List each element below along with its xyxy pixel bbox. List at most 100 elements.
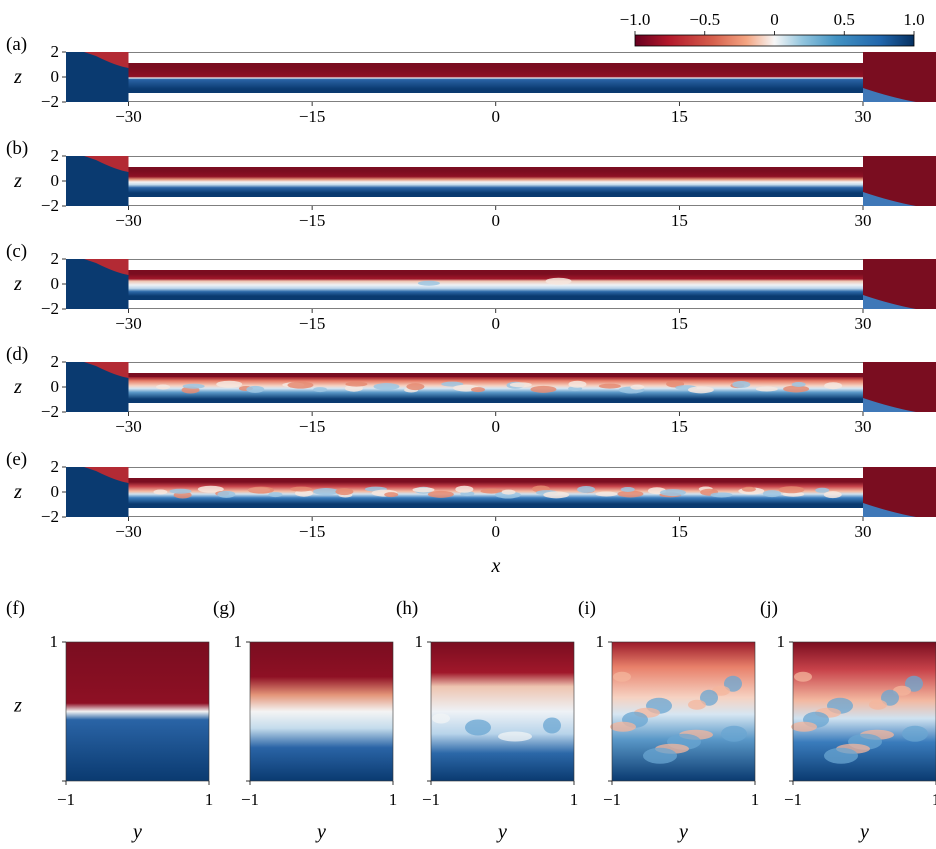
lower-wall	[128, 300, 863, 309]
channel-bottom-band	[128, 193, 863, 197]
mixing-swirl	[610, 721, 636, 732]
y-tick-label: 1	[389, 790, 398, 809]
z-tick-label: 1	[50, 632, 59, 651]
turbulence-streak	[480, 488, 503, 494]
x-tick-label: 0	[492, 211, 501, 230]
x-tick-label: 15	[671, 417, 688, 436]
turbulence-streak	[783, 385, 810, 393]
cross-panel-h: (h) 1 −1 1 y	[396, 598, 578, 843]
mixing-swirl	[905, 675, 923, 692]
z-tick-label: −2	[41, 402, 59, 421]
mixing-swirl	[791, 721, 817, 732]
turbulence-streak	[630, 384, 645, 390]
turbulence-streak	[710, 492, 733, 498]
lower-wall	[128, 403, 863, 412]
turbulence-streak	[509, 382, 532, 388]
turbulence-streak	[791, 381, 806, 387]
mixing-swirl	[712, 685, 730, 696]
x-tick-label: −15	[299, 417, 326, 436]
channel-field	[128, 67, 863, 89]
channel-panel-a: (a) 2 0 −2 z −30 −15 0 15 30	[6, 34, 936, 126]
turbulence-streak	[732, 381, 751, 389]
cross-panel-g: (g) 1 −1 1 y	[213, 598, 397, 843]
turbulence-streak	[543, 491, 570, 499]
x-tick-label: −30	[115, 107, 142, 126]
y-tick-label: −1	[57, 790, 75, 809]
channel-field	[128, 274, 863, 296]
x-tick-label: 15	[671, 522, 688, 541]
turbulence-streak	[577, 486, 596, 494]
turbulence-streak	[659, 489, 686, 497]
z-tick-label: 2	[51, 42, 60, 61]
turbulence-streak	[598, 383, 621, 389]
channel-top-band	[128, 167, 863, 171]
channel-panel-b: (b) 2 0 −2 z −30 −15 0 15 30	[6, 138, 936, 230]
y-tick-label: 1	[751, 790, 760, 809]
colorbar-gradient	[634, 34, 915, 47]
turbulence-streak	[427, 490, 454, 498]
colorbar-tick-label: −1.0	[620, 10, 651, 29]
z-tick-label: 2	[51, 457, 60, 476]
x-tick-label: −30	[115, 211, 142, 230]
mixing-swirl	[881, 689, 899, 706]
channel-top-band	[128, 373, 863, 377]
left-reservoir-wedge	[84, 362, 129, 378]
right-reservoir-wedge	[863, 88, 916, 102]
y-tick-label: −1	[241, 790, 259, 809]
turbulence-streak	[246, 385, 265, 393]
z-axis-label: z	[13, 170, 22, 192]
y-axis-label: y	[496, 821, 507, 843]
x-tick-label: −15	[299, 522, 326, 541]
turbulence-streak	[268, 492, 283, 498]
cross-field	[66, 642, 209, 781]
y-tick-label: −1	[422, 790, 440, 809]
turbulence-streak	[687, 386, 714, 394]
x-tick-label: 0	[492, 314, 501, 333]
turbulence-streak	[617, 490, 644, 498]
cross-frame	[249, 641, 394, 782]
turbulence-streak	[595, 491, 618, 497]
upper-wall	[128, 52, 863, 63]
x-axis-label: x	[491, 555, 501, 577]
x-tick-label: −15	[299, 211, 326, 230]
colorbar: −1.0 −0.5 0 0.5 1.0	[620, 10, 925, 47]
turbulence-streak	[741, 486, 756, 492]
colorbar-tick-label: 1.0	[903, 10, 924, 29]
z-tick-label: 1	[596, 632, 605, 651]
panel-label: (i)	[578, 598, 596, 619]
channel-panels: (a) 20−2z−30 −15 0 15 30(b) 20−2z−30 −15 0 15 30(c…	[6, 34, 936, 541]
left-reservoir-wedge	[84, 467, 129, 483]
panel-label: (a)	[6, 34, 27, 55]
y-axis-label: y	[131, 821, 142, 843]
mixing-swirl	[794, 671, 812, 682]
cross-panel-f: (f) 1 −1 1 y z	[6, 598, 213, 843]
channel-panel-e: (e) 2 0 −2 z −30 −15 0 15 30	[6, 449, 936, 541]
turbulence-streak	[197, 485, 224, 493]
mixing-swirl	[869, 699, 887, 710]
y-tick-label: 1	[932, 790, 936, 809]
upper-wall	[128, 156, 863, 167]
cross-field	[793, 642, 936, 781]
channel-bottom-band	[128, 89, 863, 93]
mixing-swirl	[700, 689, 718, 706]
z-tick-label: 0	[51, 171, 60, 190]
turbulence-streak	[568, 380, 587, 388]
channel-panel-c: (c) 2 0 −2 z −30 −15 0 15 30	[6, 241, 936, 333]
panel-label: (h)	[396, 598, 418, 619]
z-axis-label: z	[13, 66, 22, 88]
cross-panel-i: (i)1−1 1y	[578, 598, 759, 843]
x-tick-label: 30	[855, 107, 872, 126]
right-reservoir-wedge	[863, 295, 916, 309]
left-reservoir-wedge	[84, 156, 129, 172]
turbulence-streak	[620, 486, 635, 492]
channel-panel-d: (d) 2 0 −2 z −30 −15 0 15 30	[6, 344, 936, 436]
mixing-swirl	[432, 713, 450, 724]
x-tick-label: 15	[671, 211, 688, 230]
lower-wall	[128, 197, 863, 206]
x-tick-label: 0	[492, 522, 501, 541]
panel-label: (b)	[6, 138, 28, 159]
panel-label: (e)	[6, 449, 27, 470]
upper-wall	[128, 467, 863, 478]
upper-wall	[128, 362, 863, 373]
